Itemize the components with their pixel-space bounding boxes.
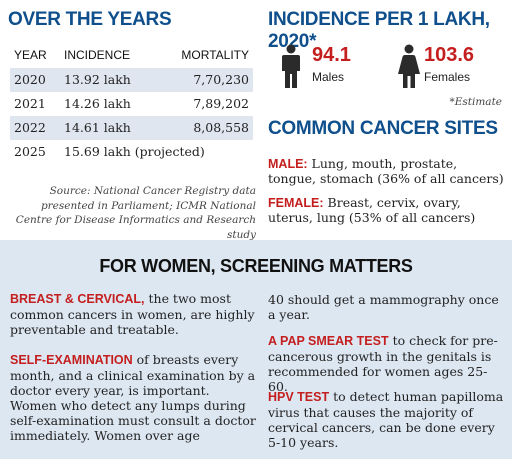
year-cell: 2020 bbox=[14, 72, 46, 87]
incidence-cell: 13.92 lakh bbox=[64, 72, 131, 87]
pap-smear-text: to check for pre-cancerous growth in the… bbox=[268, 333, 498, 394]
self-examination-paragraph: SELF-EXAMINATION of breasts every month,… bbox=[10, 352, 256, 443]
breast-cervical-label: BREAST & CERVICAL, bbox=[10, 292, 145, 306]
column-header-incidence: INCIDENCE bbox=[64, 48, 131, 62]
mortality-cell: 7,89,202 bbox=[193, 96, 249, 111]
common-cancer-sites-title: COMMON CANCER SITES bbox=[268, 118, 498, 139]
male-sites-text: Lung, mouth, prostate, tongue, stomach (… bbox=[268, 156, 504, 186]
male-sites-paragraph: MALE: Lung, mouth, prostate, tongue, sto… bbox=[268, 156, 504, 186]
table-row: 2020 13.92 lakh 7,70,230 bbox=[10, 68, 253, 92]
table-row: 2021 14.26 lakh 7,89,202 bbox=[10, 92, 253, 116]
incidence-cell: 14.61 lakh bbox=[64, 120, 131, 135]
male-figure-icon bbox=[280, 44, 302, 94]
female-incidence-value: 103.6 bbox=[424, 44, 475, 66]
column-header-mortality: MORTALITY bbox=[181, 48, 249, 62]
over-the-years-title: OVER THE YEARS bbox=[8, 9, 172, 30]
table-header-row: YEAR INCIDENCE MORTALITY bbox=[10, 44, 253, 68]
table-row: 2025 15.69 lakh (projected) bbox=[10, 140, 253, 164]
hpv-test-paragraph: HPV TEST to detect human papilloma virus… bbox=[268, 389, 504, 450]
mortality-cell: 8,08,558 bbox=[193, 120, 249, 135]
female-sites-label: FEMALE: bbox=[268, 196, 324, 210]
female-sites-text: Breast, cervix, ovary, uterus, lung (53%… bbox=[268, 195, 476, 225]
female-label: Females bbox=[424, 70, 471, 84]
estimate-note: *Estimate bbox=[449, 96, 502, 108]
female-figure-icon bbox=[397, 44, 421, 94]
source-note: Source: National Cancer Registry data pr… bbox=[15, 185, 256, 241]
incidence-mortality-table: YEAR INCIDENCE MORTALITY 2020 13.92 lakh… bbox=[10, 44, 253, 164]
female-sites-paragraph: FEMALE: Breast, cervix, ovary, uterus, l… bbox=[268, 195, 504, 225]
table-row: 2022 14.61 lakh 8,08,558 bbox=[10, 116, 253, 140]
incidence-title: INCIDENCE PER 1 LAKH, 2020* bbox=[268, 9, 490, 52]
male-incidence-value: 94.1 bbox=[312, 44, 351, 66]
self-examination-label: SELF-EXAMINATION bbox=[10, 353, 133, 367]
incidence-cell: 15.69 lakh (projected) bbox=[64, 144, 205, 159]
year-cell: 2025 bbox=[14, 144, 46, 159]
year-cell: 2022 bbox=[14, 120, 46, 135]
screening-title: FOR WOMEN, SCREENING MATTERS bbox=[99, 256, 413, 276]
male-sites-label: MALE: bbox=[268, 157, 308, 171]
male-label: Males bbox=[312, 70, 345, 84]
pap-smear-paragraph: A PAP SMEAR TEST to check for pre-cancer… bbox=[268, 333, 504, 394]
hpv-test-label: HPV TEST bbox=[268, 390, 330, 404]
self-examination-text: of breasts every month, and a clinical e… bbox=[10, 352, 256, 443]
hpv-test-text: to detect human papilloma virus that cau… bbox=[268, 389, 504, 450]
pap-smear-label: A PAP SMEAR TEST bbox=[268, 334, 389, 348]
mammography-paragraph: 40 should get a mammography once a year. bbox=[268, 292, 499, 322]
screening-panel: FOR WOMEN, SCREENING MATTERS BREAST & CE… bbox=[0, 240, 512, 459]
breast-cervical-paragraph: BREAST & CERVICAL, the two most common c… bbox=[10, 291, 256, 337]
column-header-year: YEAR bbox=[14, 48, 47, 62]
mortality-cell: 7,70,230 bbox=[193, 72, 249, 87]
breast-cervical-text: the two most common cancers in women, ar… bbox=[10, 291, 255, 337]
incidence-cell: 14.26 lakh bbox=[64, 96, 131, 111]
year-cell: 2021 bbox=[14, 96, 46, 111]
